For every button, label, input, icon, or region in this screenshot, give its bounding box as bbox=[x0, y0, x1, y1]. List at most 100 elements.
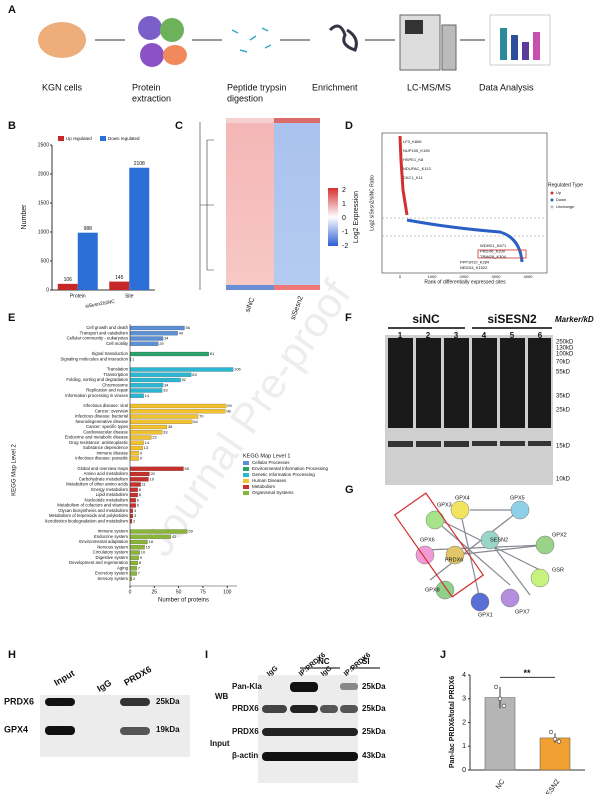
legend-marker bbox=[550, 205, 554, 209]
node-label: GPX5 bbox=[510, 495, 525, 501]
value-label: 29 bbox=[159, 341, 164, 346]
colorbar-label: Log2 Expression bbox=[353, 191, 360, 243]
legend-label: Up bbox=[556, 190, 562, 195]
category-label: Infectious disease: parasitic bbox=[75, 456, 129, 461]
volcano bbox=[381, 132, 548, 274]
step-label: Data Analysis bbox=[479, 82, 534, 92]
size-label: 25kDa bbox=[156, 697, 180, 706]
bar bbox=[129, 487, 138, 492]
legend-swatch bbox=[100, 136, 106, 141]
blots bbox=[40, 667, 380, 783]
bar bbox=[484, 697, 516, 771]
step-label: Peptide trypsin bbox=[227, 82, 287, 92]
bar bbox=[129, 566, 137, 571]
value-label: 988 bbox=[84, 226, 93, 232]
category-label: Infectious disease: viral bbox=[83, 403, 128, 408]
size-label: 25kDa bbox=[362, 682, 386, 691]
category-label: Immune disease bbox=[96, 450, 128, 455]
size-label: 43kDa bbox=[362, 751, 386, 760]
x-tick-label: 2000 bbox=[460, 274, 470, 279]
category-label: Sensory system bbox=[97, 576, 128, 581]
value-label: 14 bbox=[145, 393, 150, 398]
lane-label: 3 bbox=[454, 331, 459, 340]
bar bbox=[129, 383, 164, 388]
lane-label: 6 bbox=[538, 331, 543, 340]
y-tick-label: 1 bbox=[462, 743, 466, 750]
marker-label: 130kD bbox=[556, 346, 574, 352]
bar bbox=[109, 281, 130, 290]
value-label: 34 bbox=[164, 382, 169, 387]
axis-label: Log2 siSesn2/siNC Ratio bbox=[369, 175, 375, 231]
x-tick-label: 3000 bbox=[492, 274, 502, 279]
heatmap bbox=[199, 118, 338, 290]
node-label: GPX1 bbox=[478, 612, 493, 618]
legend-label: Down regulated bbox=[108, 136, 140, 141]
size-label: 19kDa bbox=[156, 725, 180, 734]
legend-swatch bbox=[243, 485, 249, 489]
bar bbox=[129, 560, 138, 566]
lane-label: Input bbox=[52, 668, 76, 688]
bar bbox=[129, 409, 226, 414]
y-tick-label: 2500 bbox=[38, 142, 49, 148]
node-label: GPX6 bbox=[420, 537, 435, 543]
category-label: Metabolism of terpenoids and polyketides bbox=[49, 513, 128, 518]
bar bbox=[129, 414, 199, 419]
size-label: 25kDa bbox=[362, 727, 386, 736]
data-point bbox=[548, 729, 554, 735]
group-label: SI bbox=[362, 657, 370, 666]
value-label: 9 bbox=[140, 450, 143, 455]
category-label: Cell motility bbox=[106, 341, 129, 346]
category-label: Carbohydrate metabolism bbox=[79, 476, 129, 481]
row-label: PRDX6 bbox=[4, 696, 34, 706]
panel-letter: I bbox=[205, 649, 208, 661]
category-label: Signaling molecules and interaction bbox=[60, 356, 128, 361]
value-label: 33 bbox=[163, 429, 168, 434]
legend-swatch bbox=[243, 473, 249, 477]
value-label: 9 bbox=[140, 456, 143, 461]
bar bbox=[129, 466, 184, 471]
panel-letter: A bbox=[8, 4, 16, 16]
category-label: Nervous system bbox=[97, 544, 128, 549]
legend-label: Environmental Information Processing bbox=[252, 466, 329, 471]
value-label: 145 bbox=[115, 275, 124, 281]
category-label: Digestive system bbox=[96, 555, 129, 560]
value-label: 6 bbox=[137, 503, 140, 508]
lane-label: 2 bbox=[426, 331, 431, 340]
value-label: 3 bbox=[134, 508, 137, 513]
value-label: 11 bbox=[142, 482, 147, 487]
value-label: 19 bbox=[149, 476, 154, 481]
category-label: Infectious disease: bacterial bbox=[75, 414, 128, 419]
category-label: Translation bbox=[107, 367, 129, 372]
category-label: Folding, sorting and degradation bbox=[66, 377, 128, 382]
value-label: 8 bbox=[139, 492, 142, 497]
legend-label: Cellular Processes bbox=[252, 460, 290, 465]
panel-letter: E bbox=[8, 312, 15, 324]
workflow-icons bbox=[38, 14, 551, 71]
value-label: 3 bbox=[134, 513, 137, 518]
value-label: 8 bbox=[139, 487, 142, 492]
group-label: siSESN2 bbox=[487, 312, 537, 326]
value-label: 99 bbox=[227, 403, 232, 408]
x-tick-label: Site bbox=[125, 293, 134, 299]
site-label: PPP1R10_K284 bbox=[460, 260, 490, 265]
y-tick-label: 4 bbox=[462, 672, 466, 679]
data-point bbox=[556, 739, 562, 744]
value-label: 2108 bbox=[134, 161, 145, 167]
marker-label: 10kD bbox=[556, 477, 571, 483]
category-label: Immune system bbox=[98, 529, 129, 534]
node-label: GPX2 bbox=[552, 532, 567, 538]
network bbox=[393, 492, 555, 612]
group-label: siNC bbox=[412, 312, 440, 326]
lane-label: PRDX6 bbox=[122, 664, 153, 688]
row-label: β-actin bbox=[232, 751, 258, 760]
node-label: GPX7 bbox=[515, 609, 530, 615]
colorbar-tick: 0 bbox=[342, 215, 346, 222]
value-label: 22 bbox=[152, 435, 157, 440]
y-tick-label: 2000 bbox=[38, 171, 49, 177]
value-label: 2 bbox=[133, 518, 136, 523]
marker-label: 25kD bbox=[556, 408, 571, 414]
category-label: Substance dependence bbox=[83, 445, 129, 450]
bar bbox=[129, 341, 159, 346]
x-tick-label: Protein bbox=[70, 293, 86, 299]
value-label: 38 bbox=[168, 424, 173, 429]
